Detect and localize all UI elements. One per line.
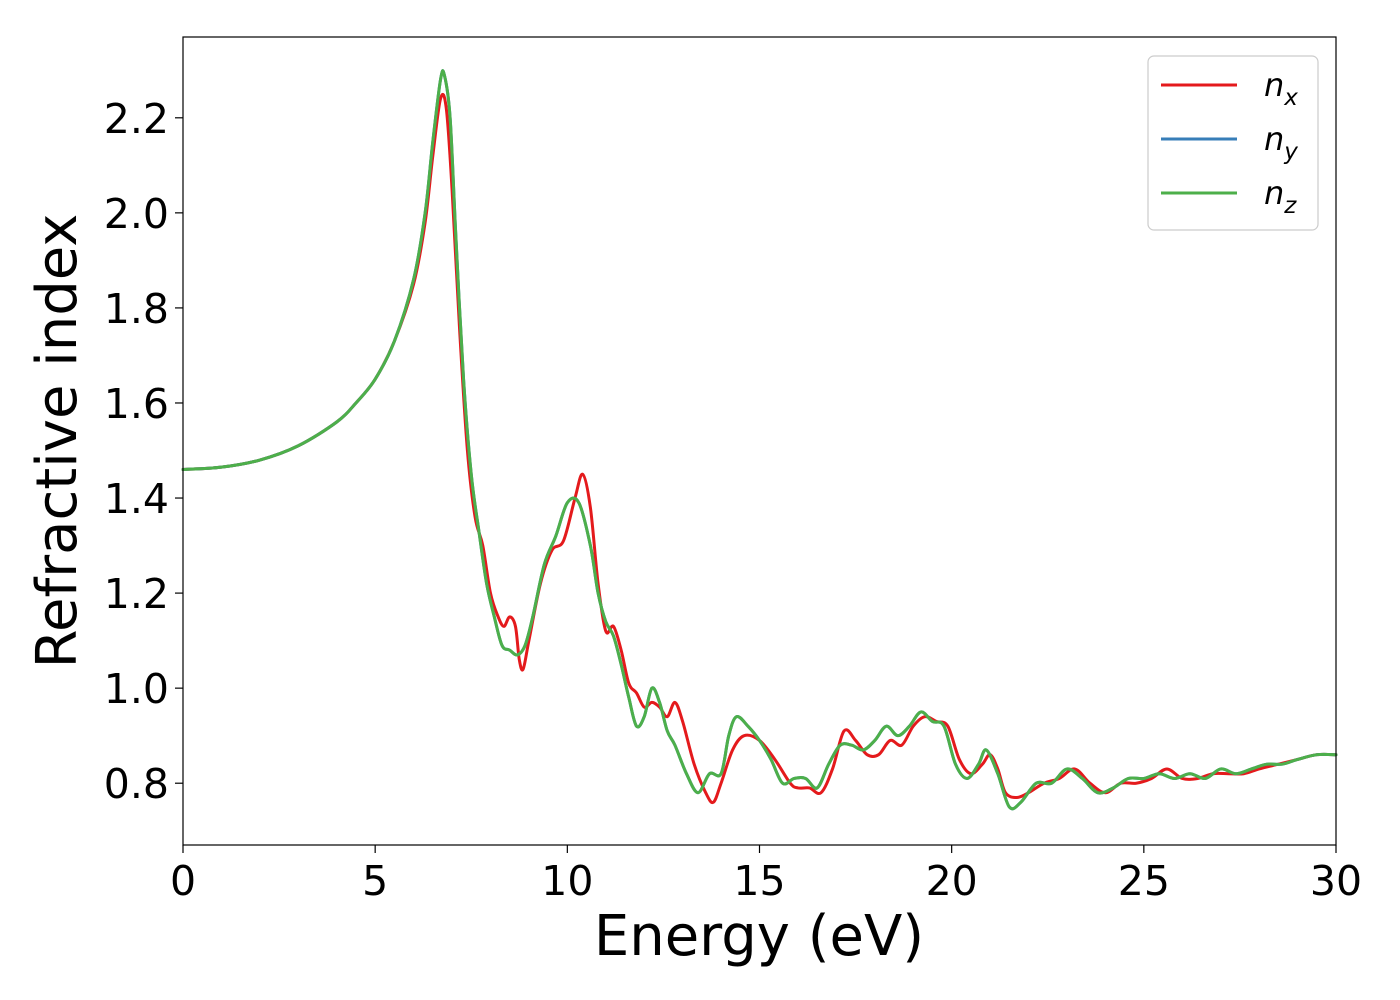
legend-label-base: n: [1264, 120, 1284, 158]
legend-label-subscript: z: [1283, 193, 1297, 219]
y-tick-label: 0.8: [104, 760, 169, 808]
y-tick-label: 1.2: [104, 570, 169, 618]
x-tick-label: 20: [926, 857, 978, 905]
legend-label-ny: ny: [1264, 120, 1298, 165]
y-tick-label: 1.0: [104, 665, 169, 713]
legend-label-nx: nx: [1264, 66, 1298, 111]
x-tick-label: 10: [541, 857, 593, 905]
legend-label-subscript: x: [1283, 85, 1298, 111]
y-tick-label: 1.8: [104, 285, 169, 333]
legend-box: [1147, 55, 1319, 231]
legend-label-base: n: [1264, 66, 1284, 104]
y-axis-label: Refractive index: [25, 214, 90, 669]
legend-label-subscript: y: [1283, 139, 1298, 165]
x-tick-label: 30: [1310, 857, 1362, 905]
y-tick-label: 2.2: [104, 95, 169, 143]
x-tick-label: 5: [362, 857, 388, 905]
x-tick-label: 15: [733, 857, 785, 905]
legend-label-nz: nz: [1264, 174, 1297, 219]
y-tick-label: 2.0: [104, 190, 169, 238]
y-axis-ticks: 0.8 1.0 1.2 1.4 1.6 1.8 2.0 2.2: [104, 95, 183, 808]
legend-label-base: n: [1264, 174, 1284, 212]
x-axis-ticks: 0 5 10 15 20 25 30: [170, 845, 1362, 905]
series-line-nz: [181, 69, 1338, 811]
y-tick-label: 1.4: [104, 475, 169, 523]
y-tick-label: 1.6: [104, 380, 169, 428]
x-axis-label: Energy (eV): [594, 904, 924, 969]
x-tick-label: 25: [1118, 857, 1170, 905]
x-tick-label: 0: [170, 857, 196, 905]
series-layer: [181, 69, 1338, 811]
